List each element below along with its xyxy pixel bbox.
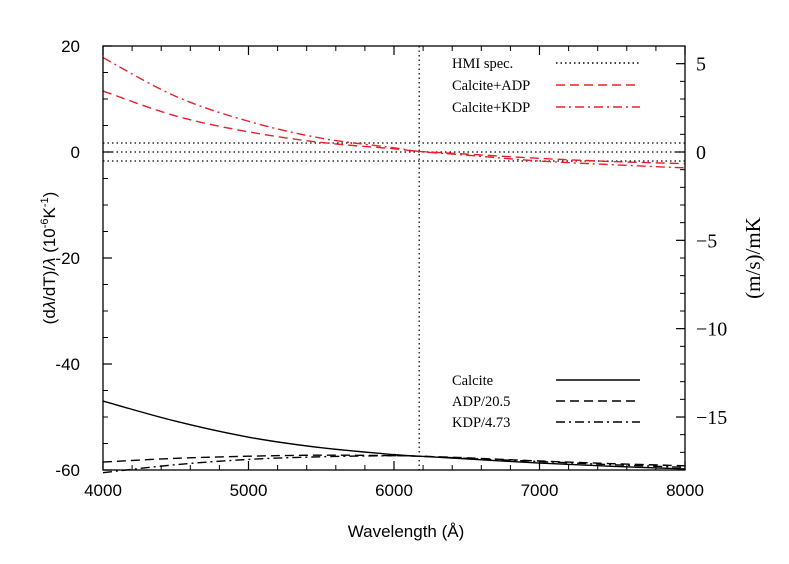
legend-label: ADP/20.5 bbox=[452, 394, 510, 410]
y-tick-label: 20 bbox=[61, 37, 80, 56]
series-calcite-adp bbox=[102, 90, 686, 165]
series-calcite-kdp bbox=[102, 57, 686, 169]
series-kdp-4-73 bbox=[102, 454, 686, 474]
legend-label: KDP/4.73 bbox=[452, 415, 510, 431]
series-lines bbox=[102, 57, 686, 474]
x-tick-label: 6000 bbox=[375, 481, 413, 500]
y2-tick-label: −15 bbox=[696, 407, 727, 429]
axis-ticks: 4000 5000 6000 7000 8000 -60 -40 -20 0 20 −15 −10 −5… bbox=[55, 37, 727, 500]
y2-tick-label: −10 bbox=[696, 319, 727, 341]
legend-bottom: Calcite ADP/20.5 KDP/4.73 bbox=[452, 373, 640, 431]
legend-top: HMI spec. Calcite+ADP Calcite+KDP bbox=[452, 56, 640, 116]
y2-axis-label: (m/s)/mK bbox=[741, 217, 765, 299]
y-tick-label: -40 bbox=[55, 355, 80, 374]
legend-label: Calcite+ADP bbox=[452, 78, 530, 94]
legend-label: HMI spec. bbox=[452, 56, 513, 72]
y-tick-label: -20 bbox=[55, 249, 80, 268]
plot-frame bbox=[102, 45, 686, 471]
x-axis-label: Wavelength (Å) bbox=[348, 522, 465, 541]
x-tick-label: 7000 bbox=[521, 481, 559, 500]
y2-tick-label: 0 bbox=[696, 142, 706, 164]
y2-axis-title: (m/s)/mK bbox=[741, 217, 765, 299]
legend-label: Calcite bbox=[452, 373, 493, 389]
reference-lines bbox=[103, 46, 685, 470]
y2-tick-label: 5 bbox=[696, 54, 706, 76]
series-adp-20-5 bbox=[102, 454, 686, 467]
x-axis-title: Wavelength (Å) bbox=[348, 522, 465, 541]
y-axis-label: (dλ/dT)/λ (10-6K-1) bbox=[39, 192, 59, 325]
y2-tick-label: −5 bbox=[696, 230, 717, 252]
y-tick-label: -60 bbox=[55, 461, 80, 480]
series-calcite bbox=[102, 400, 686, 470]
plot-area: 4000 5000 6000 7000 8000 -60 -40 -20 0 20 −15 −10 −5… bbox=[55, 37, 727, 500]
y-tick-label: 0 bbox=[71, 143, 80, 162]
x-tick-label: 5000 bbox=[230, 481, 268, 500]
legend-label: Calcite+KDP bbox=[452, 100, 530, 116]
y-axis-title: (dλ/dT)/λ (10-6K-1) bbox=[39, 192, 59, 325]
x-tick-label: 4000 bbox=[84, 481, 122, 500]
x-tick-label: 8000 bbox=[666, 481, 704, 500]
